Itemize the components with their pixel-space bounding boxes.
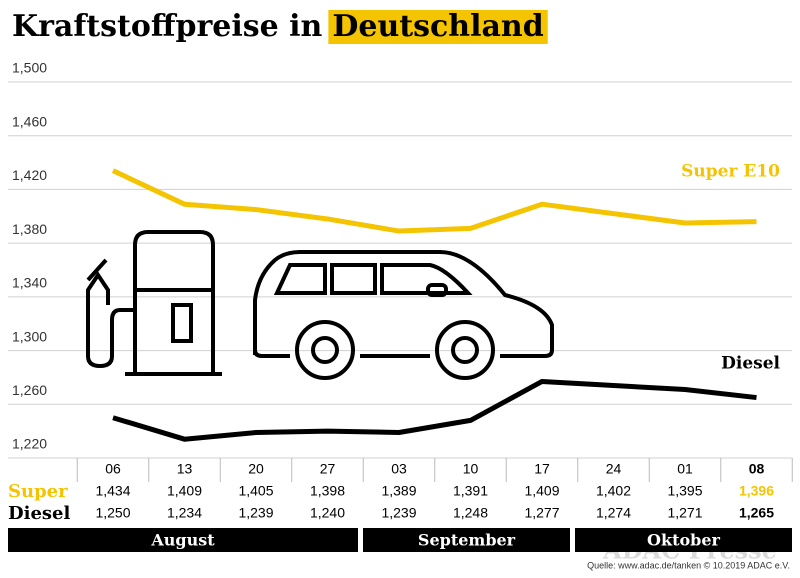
x-tick-label: 13 <box>177 461 193 477</box>
x-tick-label: 01 <box>677 461 693 477</box>
value-label: 1,277 <box>524 505 559 521</box>
x-tick-label: 10 <box>463 461 479 477</box>
x-tick-label: 06 <box>105 461 121 477</box>
month-bar <box>363 528 570 552</box>
value-label: 1,234 <box>167 505 202 521</box>
row-label: Super <box>8 481 68 502</box>
value-label: 1,396 <box>739 483 774 499</box>
value-label: 1,239 <box>238 505 273 521</box>
line <box>112 378 757 442</box>
value-label: 1,265 <box>739 505 774 521</box>
value-label: 1,398 <box>310 483 345 499</box>
value-label: 1,391 <box>453 483 488 499</box>
y-tick-label: 1,220 <box>12 436 47 452</box>
y-tick-label: 1,300 <box>12 328 47 344</box>
value-label: 1,395 <box>667 483 702 499</box>
y-tick-label: 1,500 <box>12 60 47 76</box>
value-label: 1,239 <box>381 505 416 521</box>
value-label: 1,271 <box>667 505 702 521</box>
value-label: 1,274 <box>596 505 631 521</box>
value-label: 1,248 <box>453 505 488 521</box>
row-label: Diesel <box>8 503 70 524</box>
series-label: Super E10 <box>681 162 780 182</box>
x-tick-label: 03 <box>391 461 407 477</box>
y-tick-label: 1,260 <box>12 382 47 398</box>
line <box>111 168 757 234</box>
y-tick-label: 1,380 <box>12 221 47 237</box>
month-bar <box>8 528 358 552</box>
value-label: 1,240 <box>310 505 345 521</box>
series-label: Diesel <box>721 354 780 374</box>
y-tick-label: 1,460 <box>12 113 47 129</box>
x-tick-label: 08 <box>749 461 765 477</box>
value-label: 1,402 <box>596 483 631 499</box>
value-label: 1,389 <box>381 483 416 499</box>
y-tick-label: 1,420 <box>12 167 47 183</box>
value-label: 1,250 <box>95 505 130 521</box>
value-label: 1,405 <box>238 483 273 499</box>
y-tick-label: 1,340 <box>12 275 47 291</box>
value-label: 1,409 <box>524 483 559 499</box>
month-bar <box>575 528 792 552</box>
month-label: September <box>418 531 516 550</box>
source: Quelle: www.adac.de/tanken © 10.2019 ADA… <box>587 560 790 570</box>
x-tick-label: 20 <box>248 461 264 477</box>
month-label: Oktober <box>647 531 720 550</box>
value-label: 1,434 <box>95 483 130 499</box>
month-label: August <box>150 531 215 550</box>
x-tick-label: 24 <box>606 461 622 477</box>
x-tick-label: 17 <box>534 461 550 477</box>
chart-title-highlight: Deutschland <box>332 9 543 44</box>
pump-icon <box>86 230 222 376</box>
car-icon <box>253 250 554 380</box>
title-highlight-bg <box>328 10 548 44</box>
value-label: 1,409 <box>167 483 202 499</box>
x-tick-label: 27 <box>320 461 336 477</box>
chart-title: Kraftstoffpreise in <box>12 9 323 44</box>
